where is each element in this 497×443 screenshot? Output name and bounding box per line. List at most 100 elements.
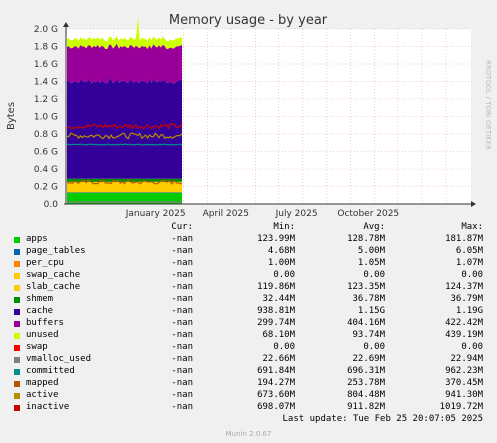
- legend-swatch: [14, 381, 20, 387]
- legend-swatch: [14, 333, 20, 339]
- y-tick-label: 1.6 G: [34, 60, 58, 70]
- legend-name: swap_cache: [26, 270, 81, 280]
- y-axis-arrow: [63, 22, 69, 27]
- legend-row-buffers: buffers -nan 299.74M 404.16M 422.42M: [0, 318, 497, 330]
- legend-max: 181.87M: [445, 234, 483, 244]
- legend-avg: 404.16M: [347, 318, 385, 328]
- legend-row-unused: unused -nan 68.10M 93.74M 439.19M: [0, 330, 497, 342]
- legend-min: 68.10M: [262, 330, 295, 340]
- legend-min: 0.00: [273, 342, 295, 352]
- y-tick-labels: 0.0 0.2 G 0.4 G 0.6 G 0.8 G 1.0 G 1.2 G 1.4 G 1.…: [34, 25, 58, 210]
- x-tick-label: October 2025: [337, 209, 399, 219]
- legend-avg: 0.00: [363, 342, 385, 352]
- legend-name: active: [26, 390, 59, 400]
- legend-min: 123.99M: [257, 234, 295, 244]
- legend-max: 1.19G: [455, 306, 483, 316]
- legend-max: 439.19M: [445, 330, 483, 340]
- legend-cur: -nan: [171, 402, 193, 412]
- legend-row-apps: apps -nan 123.99M 128.78M 181.87M: [0, 234, 497, 246]
- legend-max: 0.00: [461, 270, 483, 280]
- area-shmem: [67, 178, 182, 182]
- legend-max: 941.30M: [445, 390, 483, 400]
- line-active: [66, 132, 183, 140]
- area-cache: [67, 78, 182, 179]
- y-tick-label: 1.2 G: [34, 95, 58, 105]
- legend-swatch: [14, 357, 20, 363]
- legend-cur: -nan: [171, 366, 193, 376]
- legend-row-swap: swap -nan 0.00 0.00 0.00: [0, 342, 497, 354]
- legend-row-slab_cache: slab_cache -nan 119.86M 123.35M 124.37M: [0, 282, 497, 294]
- legend-max: 0.00: [461, 342, 483, 352]
- legend-min: 698.07M: [257, 402, 295, 412]
- chart-title: Memory usage - by year: [169, 13, 328, 28]
- legend-header: Cur: Min: Avg: Max:: [0, 222, 497, 234]
- legend-row-swap_cache: swap_cache -nan 0.00 0.00 0.00: [0, 270, 497, 282]
- legend-avg: 911.82M: [347, 402, 385, 412]
- memory-chart: Memory usage - by year Bytes RRDTOOL / T…: [6, 13, 492, 219]
- legend-name: buffers: [26, 318, 64, 328]
- area-slab_cache: [67, 181, 182, 193]
- legend-min: 299.74M: [257, 318, 295, 328]
- y-tick-label: 0.2 G: [34, 183, 58, 193]
- legend-name: mapped: [26, 378, 59, 388]
- legend-max: 370.45M: [445, 378, 483, 388]
- legend-swatch: [14, 393, 20, 399]
- legend-row-shmem: shmem -nan 32.44M 36.78M 36.79M: [0, 294, 497, 306]
- y-tick-label: 1.4 G: [34, 78, 58, 88]
- legend-name: unused: [26, 330, 59, 340]
- legend-swatch: [14, 345, 20, 351]
- legend-cur: -nan: [171, 282, 193, 292]
- legend-max: 22.94M: [450, 354, 483, 364]
- legend-row-mapped: mapped -nan 194.27M 253.78M 370.45M: [0, 378, 497, 390]
- legend-row-cache: cache -nan 938.81M 1.15G 1.19G: [0, 306, 497, 318]
- legend-avg: 1.05M: [357, 258, 385, 268]
- legend-min: 938.81M: [257, 306, 295, 316]
- legend-name: shmem: [26, 294, 54, 304]
- legend-max: 124.37M: [445, 282, 483, 292]
- col-avg: Avg:: [363, 222, 385, 232]
- legend-avg: 22.69M: [352, 354, 385, 364]
- legend-swatch: [14, 237, 20, 243]
- legend-avg: 36.78M: [352, 294, 385, 304]
- line-committed: [66, 143, 183, 146]
- series-areas: [67, 17, 182, 204]
- legend-row-active: active -nan 673.60M 804.48M 941.30M: [0, 390, 497, 402]
- legend-row-page_tables: page_tables -nan 4.68M 5.00M 6.05M: [0, 246, 497, 258]
- legend-name: inactive: [26, 402, 70, 412]
- x-axis-arrow: [471, 201, 476, 207]
- legend-min: 32.44M: [262, 294, 295, 304]
- area-page_tables: [67, 192, 182, 193]
- legend-row-inactive: inactive -nan 698.07M 911.82M 1019.72M: [0, 402, 497, 414]
- legend-cur: -nan: [171, 318, 193, 328]
- legend-name: apps: [26, 234, 48, 244]
- legend-avg: 123.35M: [347, 282, 385, 292]
- legend-cur: -nan: [171, 342, 193, 352]
- y-tick-label: 0.6 G: [34, 148, 58, 158]
- col-cur: Cur:: [171, 222, 193, 232]
- legend-row-committed: committed -nan 691.84M 696.31M 962.23M: [0, 366, 497, 378]
- legend-cur: -nan: [171, 378, 193, 388]
- legend-swatch: [14, 369, 20, 375]
- line-inactive: [66, 122, 183, 130]
- legend-avg: 93.74M: [352, 330, 385, 340]
- legend-min: 691.84M: [257, 366, 295, 376]
- legend-name: slab_cache: [26, 282, 81, 292]
- legend-cur: -nan: [171, 354, 193, 364]
- y-tick-label: 0.0: [44, 200, 59, 210]
- y-axis-label: Bytes: [6, 102, 17, 130]
- legend-avg: 5.00M: [357, 246, 385, 256]
- legend-min: 119.86M: [257, 282, 295, 292]
- x-tick-label: April 2025: [203, 209, 249, 219]
- y-tick-label: 1.0 G: [34, 113, 58, 123]
- legend-swatch: [14, 249, 20, 255]
- legend-cur: -nan: [171, 258, 193, 268]
- legend-name: cache: [26, 306, 54, 316]
- legend-swatch: [14, 405, 20, 411]
- area-unused: [67, 17, 182, 50]
- legend-cur: -nan: [171, 270, 193, 280]
- legend-max: 1.07M: [455, 258, 483, 268]
- legend-cur: -nan: [171, 390, 193, 400]
- y-tick-label: 0.4 G: [34, 165, 58, 175]
- legend-min: 673.60M: [257, 390, 295, 400]
- area-apps: [67, 193, 182, 204]
